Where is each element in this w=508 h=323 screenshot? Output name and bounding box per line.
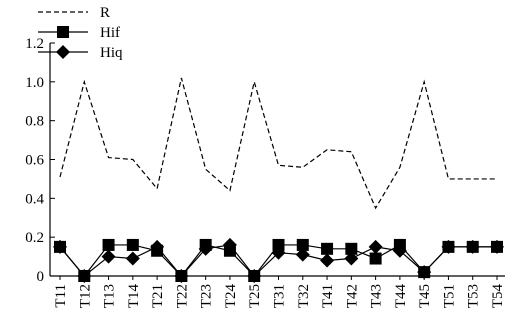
x-tick-label: T12 — [77, 284, 93, 308]
marker — [417, 265, 432, 280]
marker — [369, 252, 382, 265]
legend-label: Hif — [100, 25, 120, 41]
marker — [150, 239, 165, 254]
marker — [441, 239, 456, 254]
marker — [174, 269, 189, 283]
x-tick-label: T54 — [490, 284, 506, 309]
marker — [271, 245, 286, 260]
marker — [321, 242, 334, 255]
marker — [125, 251, 140, 266]
y-tick-label: 1.0 — [25, 75, 44, 91]
marker — [296, 238, 309, 251]
x-tick-label: T22 — [174, 284, 190, 308]
x-tick-label: T25 — [247, 284, 263, 308]
series-line — [59, 77, 497, 210]
marker — [295, 247, 310, 262]
legend-label: R — [100, 5, 110, 21]
marker — [344, 251, 359, 266]
y-tick-label: 0.6 — [25, 153, 44, 169]
marker — [102, 238, 115, 251]
legend-marker — [56, 45, 70, 59]
y-tick-label: 0 — [37, 269, 45, 285]
y-tick-label: 0.2 — [25, 230, 44, 246]
x-tick-label: T21 — [150, 284, 166, 308]
x-tick-label: T24 — [223, 284, 239, 309]
x-tick-label: T45 — [417, 284, 433, 308]
y-tick-label: 1.2 — [25, 36, 44, 52]
x-tick-label: T51 — [441, 284, 457, 308]
marker — [77, 269, 92, 283]
x-tick-label: T44 — [393, 284, 409, 309]
marker — [126, 238, 139, 251]
x-tick-label: T31 — [272, 284, 288, 308]
marker — [101, 249, 116, 264]
legend-marker — [57, 26, 69, 38]
marker — [247, 269, 262, 283]
x-tick-label: T13 — [102, 284, 118, 308]
marker — [222, 237, 237, 252]
x-tick-label: T23 — [199, 284, 215, 308]
y-tick-label: 0.4 — [25, 191, 44, 207]
marker — [320, 253, 335, 268]
x-tick-label: T11 — [53, 284, 69, 308]
marker — [345, 242, 358, 255]
x-tick-label: T41 — [320, 284, 336, 308]
marker — [198, 241, 213, 256]
marker — [272, 238, 285, 251]
marker — [392, 243, 407, 258]
legend-label: Hiq — [100, 45, 123, 61]
x-tick-label: T14 — [126, 284, 142, 309]
marker — [368, 239, 383, 254]
x-tick-label: T53 — [466, 284, 482, 308]
marker — [465, 239, 480, 254]
x-tick-label: T43 — [369, 284, 385, 308]
marker — [53, 239, 67, 254]
x-tick-label: T32 — [296, 284, 312, 308]
marker — [490, 239, 504, 254]
y-tick-label: 0.8 — [25, 114, 44, 130]
x-tick-label: T42 — [344, 284, 360, 308]
